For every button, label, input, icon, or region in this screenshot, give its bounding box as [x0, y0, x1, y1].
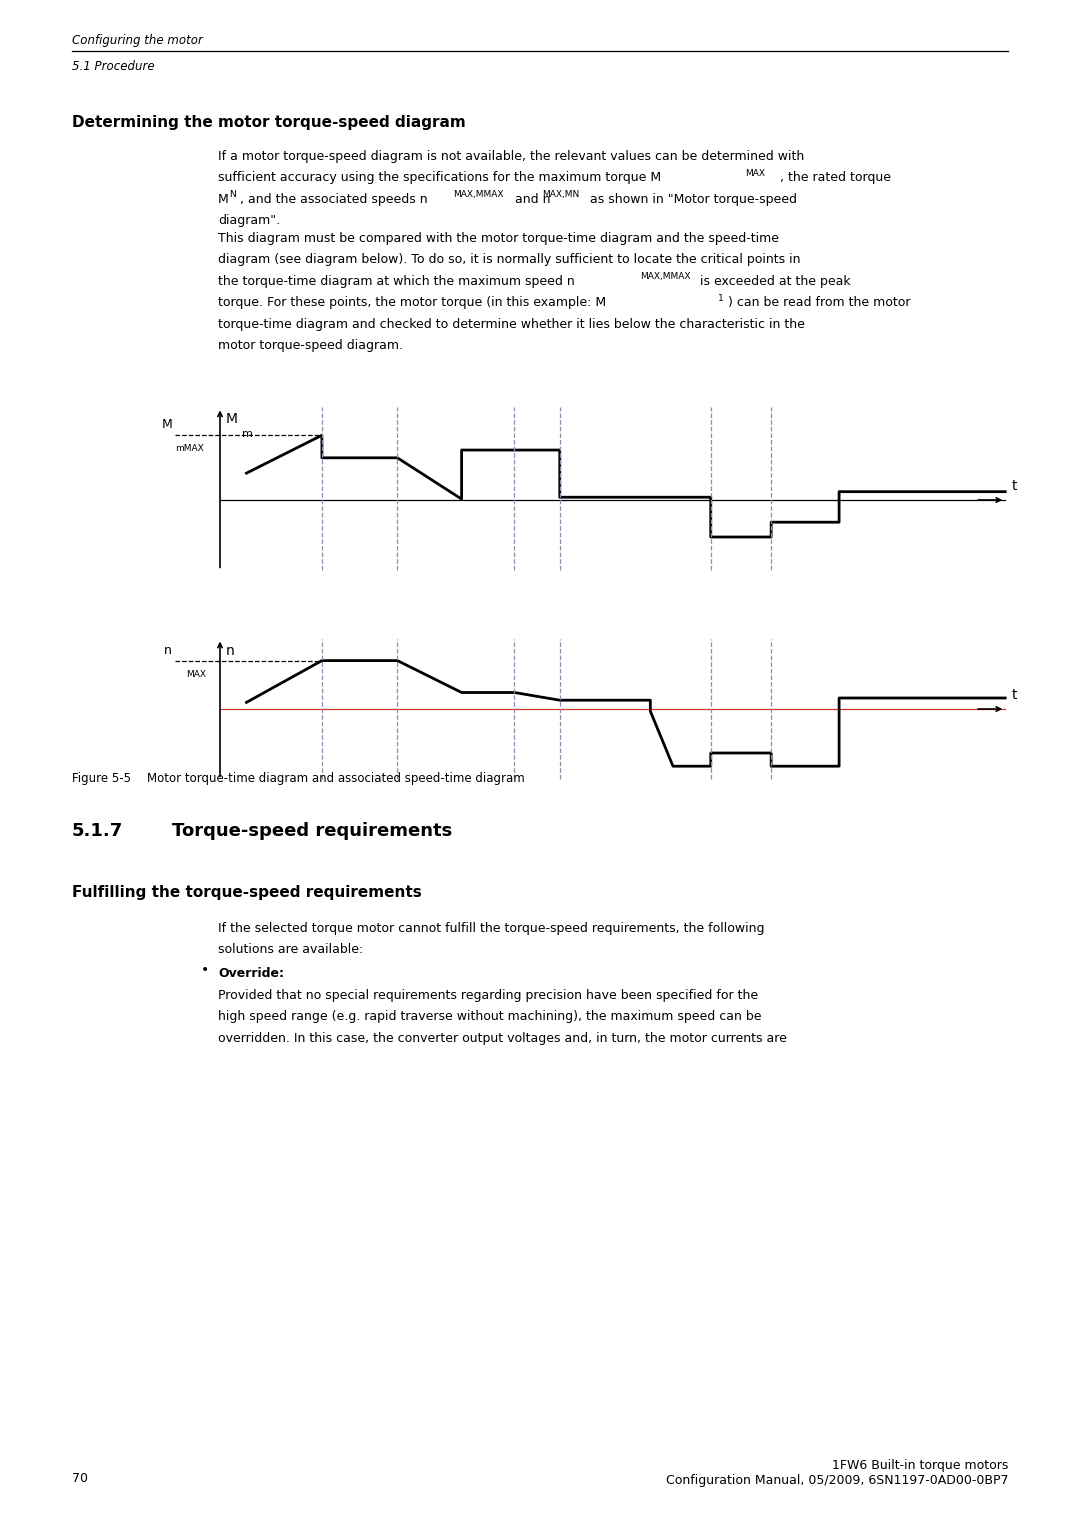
Text: Figure 5-5: Figure 5-5	[72, 773, 131, 785]
Text: and n: and n	[511, 192, 551, 206]
Text: 5.1 Procedure: 5.1 Procedure	[72, 60, 154, 73]
Text: motor torque-speed diagram.: motor torque-speed diagram.	[218, 339, 403, 353]
Text: Torque-speed requirements: Torque-speed requirements	[172, 822, 453, 840]
Text: Override:: Override:	[218, 967, 284, 980]
Text: , the rated torque: , the rated torque	[780, 171, 891, 185]
Text: the torque-time diagram at which the maximum speed n: the torque-time diagram at which the max…	[218, 275, 575, 287]
Text: t: t	[1011, 689, 1016, 702]
Text: is exceeded at the peak: is exceeded at the peak	[696, 275, 851, 287]
Text: torque. For these points, the motor torque (in this example: M: torque. For these points, the motor torq…	[218, 296, 606, 308]
Text: torque-time diagram and checked to determine whether it lies below the character: torque-time diagram and checked to deter…	[218, 318, 805, 331]
Text: Determining the motor torque-speed diagram: Determining the motor torque-speed diagr…	[72, 115, 465, 130]
Text: m: m	[242, 429, 253, 440]
Text: •: •	[201, 964, 210, 977]
Text: n: n	[226, 643, 234, 658]
Text: , and the associated speeds n: , and the associated speeds n	[240, 192, 428, 206]
Text: mMAX: mMAX	[175, 444, 204, 454]
Text: 1FW6 Built-in torque motors: 1FW6 Built-in torque motors	[832, 1458, 1008, 1472]
Text: Fulfilling the torque-speed requirements: Fulfilling the torque-speed requirements	[72, 886, 422, 899]
Text: M: M	[218, 192, 229, 206]
Text: MAX,MMAX: MAX,MMAX	[453, 191, 503, 200]
Text: MAX: MAX	[186, 670, 206, 678]
Text: diagram".: diagram".	[218, 214, 280, 228]
Text: solutions are available:: solutions are available:	[218, 944, 363, 956]
Text: If a motor torque-speed diagram is not available, the relevant values can be det: If a motor torque-speed diagram is not a…	[218, 150, 805, 163]
Text: Motor torque-time diagram and associated speed-time diagram: Motor torque-time diagram and associated…	[147, 773, 525, 785]
Text: MAX,MMAX: MAX,MMAX	[640, 272, 690, 281]
Text: as shown in "Motor torque-speed: as shown in "Motor torque-speed	[586, 192, 797, 206]
Text: Configuring the motor: Configuring the motor	[72, 34, 203, 47]
Text: t: t	[1011, 479, 1016, 493]
Text: diagram (see diagram below). To do so, it is normally sufficient to locate the c: diagram (see diagram below). To do so, i…	[218, 253, 800, 266]
Text: sufficient accuracy using the specifications for the maximum torque M: sufficient accuracy using the specificat…	[218, 171, 661, 185]
Text: N: N	[229, 191, 235, 200]
Text: Provided that no special requirements regarding precision have been specified fo: Provided that no special requirements re…	[218, 988, 758, 1002]
Text: If the selected torque motor cannot fulfill the torque-speed requirements, the f: If the selected torque motor cannot fulf…	[218, 922, 765, 935]
Text: MAX: MAX	[745, 169, 766, 179]
Text: Configuration Manual, 05/2009, 6SN1197-0AD00-0BP7: Configuration Manual, 05/2009, 6SN1197-0…	[665, 1474, 1008, 1487]
Text: This diagram must be compared with the motor torque-time diagram and the speed-t: This diagram must be compared with the m…	[218, 232, 779, 244]
Text: M: M	[226, 412, 238, 426]
Text: 5.1.7: 5.1.7	[72, 822, 123, 840]
Text: 1: 1	[718, 293, 724, 302]
Text: ) can be read from the motor: ) can be read from the motor	[728, 296, 910, 308]
Text: MAX,MN: MAX,MN	[542, 191, 579, 200]
Text: 70: 70	[72, 1472, 87, 1484]
Text: M: M	[161, 418, 172, 431]
Text: n: n	[164, 643, 172, 657]
Text: high speed range (e.g. rapid traverse without machining), the maximum speed can : high speed range (e.g. rapid traverse wi…	[218, 1011, 761, 1023]
Text: overridden. In this case, the converter output voltages and, in turn, the motor : overridden. In this case, the converter …	[218, 1032, 787, 1044]
